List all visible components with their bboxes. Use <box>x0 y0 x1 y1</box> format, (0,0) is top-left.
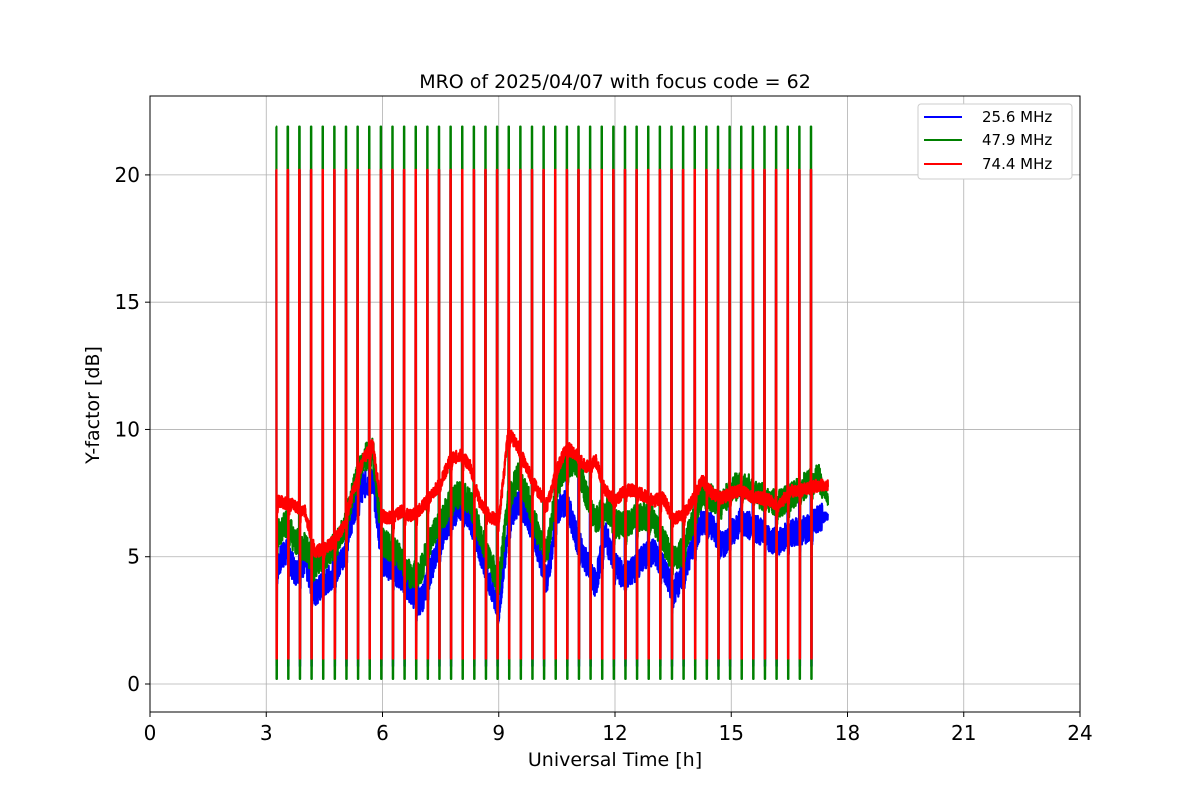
y-tick-label: 15 <box>115 290 140 314</box>
x-tick-label: 0 <box>144 721 157 745</box>
x-tick-label: 21 <box>951 721 976 745</box>
x-tick-label: 6 <box>376 721 389 745</box>
legend-label-25-6: 25.6 MHz <box>982 108 1052 126</box>
series-line <box>274 168 830 660</box>
x-tick-label: 24 <box>1067 721 1092 745</box>
legend: 25.6 MHz 47.9 MHz 74.4 MHz <box>917 103 1073 180</box>
legend-label-47-9: 47.9 MHz <box>982 131 1052 149</box>
y-tick-label: 5 <box>127 545 140 569</box>
x-tick-label: 9 <box>492 721 505 745</box>
x-tick-label: 15 <box>719 721 744 745</box>
chart-title: MRO of 2025/04/07 with focus code = 62 <box>419 71 811 93</box>
y-axis-label: Y-factor [dB] <box>82 346 104 465</box>
legend-label-74-4: 74.4 MHz <box>982 155 1052 173</box>
series-74-4-mhz <box>274 168 830 660</box>
series-25-6-mhz <box>274 168 829 668</box>
y-tick-label: 10 <box>115 417 140 441</box>
legend-box <box>917 103 1073 180</box>
series-line <box>274 168 829 668</box>
x-tick-label: 3 <box>260 721 273 745</box>
x-axis-label: Universal Time [h] <box>528 749 702 771</box>
y-tick-label: 20 <box>115 163 140 187</box>
x-tick-label: 18 <box>835 721 860 745</box>
y-tick-label: 0 <box>127 672 140 696</box>
plot-area <box>274 125 830 681</box>
ticks: 0 3 6 9 12 15 18 21 24 0 5 10 15 20 <box>115 163 1093 745</box>
x-tick-label: 12 <box>602 721 627 745</box>
